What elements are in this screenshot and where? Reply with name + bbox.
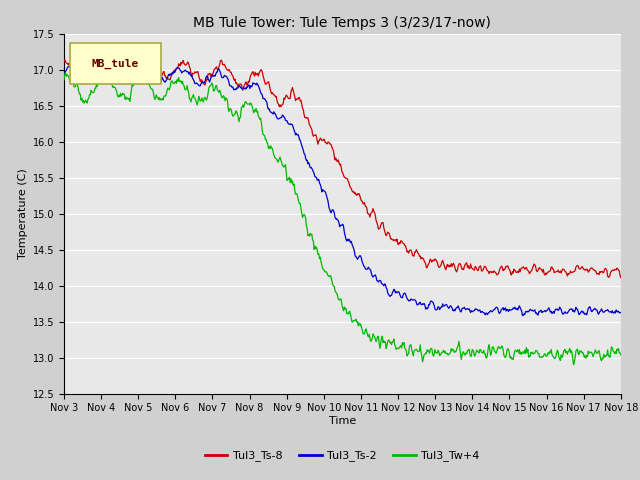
- Y-axis label: Temperature (C): Temperature (C): [19, 168, 29, 259]
- X-axis label: Time: Time: [329, 416, 356, 426]
- Legend: Tul3_Ts-8, Tul3_Ts-2, Tul3_Tw+4: Tul3_Ts-8, Tul3_Ts-2, Tul3_Tw+4: [201, 446, 484, 466]
- Text: MB_tule: MB_tule: [92, 59, 139, 69]
- FancyBboxPatch shape: [70, 43, 161, 84]
- Title: MB Tule Tower: Tule Temps 3 (3/23/17-now): MB Tule Tower: Tule Temps 3 (3/23/17-now…: [193, 16, 492, 30]
